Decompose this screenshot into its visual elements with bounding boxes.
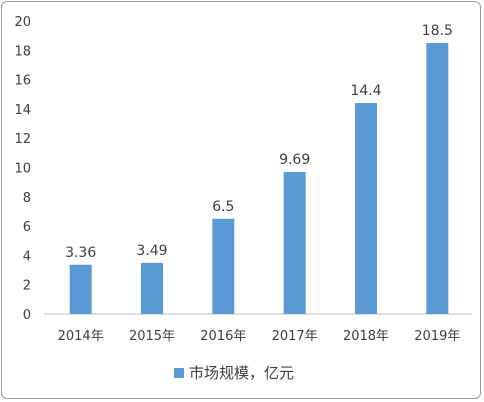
x-tick-label: 2017年 — [272, 329, 318, 344]
bar — [426, 42, 449, 314]
bars: 3.36 3.49 6.5 9.69 14.4 18.5 — [65, 23, 453, 314]
bar — [355, 103, 377, 314]
bar — [141, 262, 163, 314]
y-tick-label: 4 — [23, 249, 31, 264]
legend-label: 市场规模，亿元 — [189, 364, 294, 382]
x-tick-label: 2015年 — [129, 329, 175, 344]
data-label: 6.5 — [212, 199, 234, 215]
y-tick-label: 6 — [23, 220, 31, 235]
data-label: 3.36 — [65, 245, 96, 261]
watermark: 搜狐号@中金企信国际咨询 — [284, 8, 464, 26]
bar — [69, 264, 92, 314]
data-label: 9.69 — [279, 152, 310, 168]
y-tick-label: 14 — [14, 103, 31, 118]
bar — [212, 218, 235, 314]
data-label: 18.5 — [422, 23, 453, 39]
y-axis: 0 2 4 6 8 10 12 14 16 18 20 — [14, 15, 31, 323]
x-tick-label: 2014年 — [58, 329, 104, 344]
y-tick-label: 8 — [23, 191, 31, 206]
x-tick-label: 2019年 — [414, 329, 460, 344]
data-label: 3.49 — [136, 243, 167, 259]
y-tick-label: 18 — [14, 44, 31, 59]
x-tick-label: 2018年 — [343, 329, 389, 344]
y-tick-label: 2 — [23, 279, 31, 294]
y-tick-label: 0 — [23, 308, 31, 323]
x-axis: 2014年 2015年 2016年 2017年 2018年 2019年 — [58, 329, 461, 344]
x-tick-label: 2016年 — [200, 329, 246, 344]
y-tick-label: 20 — [14, 15, 31, 30]
data-label: 14.4 — [350, 83, 381, 99]
y-tick-label: 16 — [14, 74, 31, 89]
y-tick-label: 10 — [14, 162, 31, 177]
legend: 市场规模，亿元 — [174, 364, 294, 382]
bar — [283, 172, 306, 314]
legend-swatch — [174, 368, 184, 378]
y-tick-label: 12 — [14, 132, 31, 147]
